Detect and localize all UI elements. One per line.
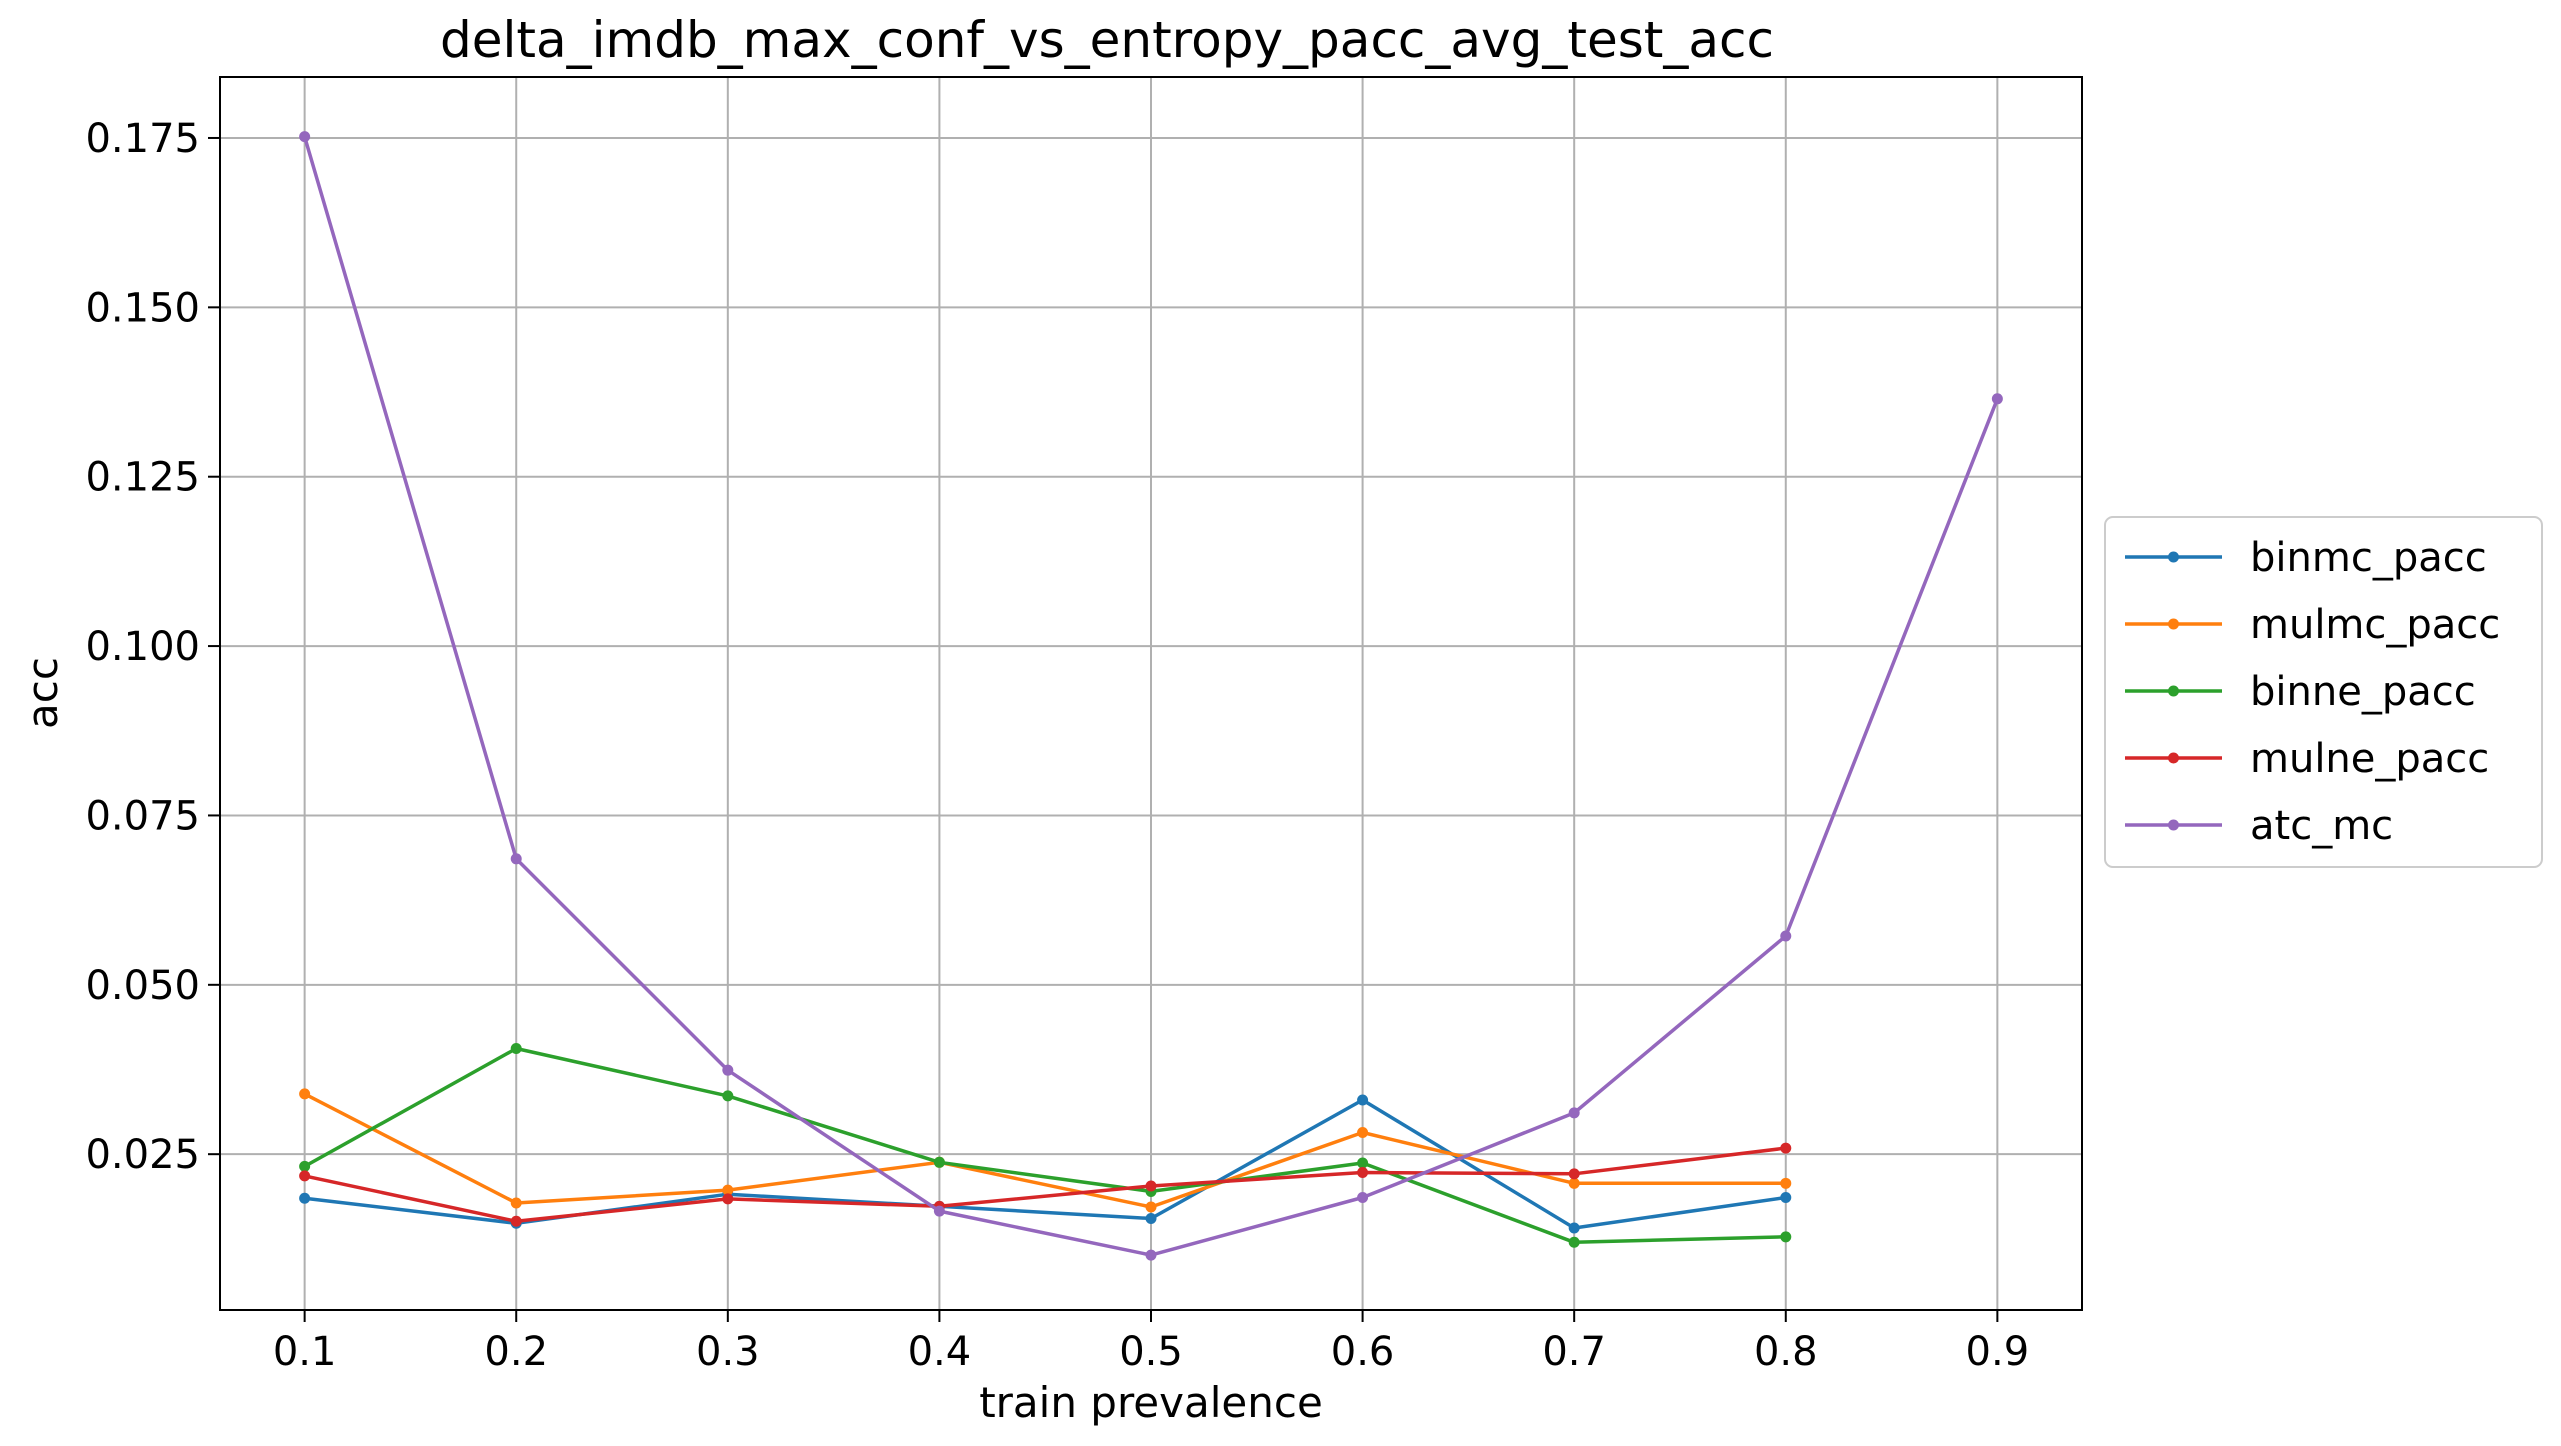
legend-label: binmc_pacc xyxy=(2250,535,2487,581)
data-point-atc_mc xyxy=(1568,1107,1580,1119)
y-tick-label: 0.075 xyxy=(85,793,200,839)
data-point-mulne_pacc xyxy=(722,1193,734,1205)
x-tick-label: 0.3 xyxy=(696,1329,760,1375)
series-line-mulne_pacc xyxy=(304,1146,1787,1224)
data-point-binne_pacc xyxy=(299,1160,311,1172)
series-layer xyxy=(299,131,2003,1261)
data-point-mulne_pacc xyxy=(1145,1180,1157,1192)
data-point-mulmc_pacc xyxy=(1780,1177,1792,1189)
data-point-binmc_pacc xyxy=(1145,1213,1157,1225)
data-point-mulmc_pacc xyxy=(722,1184,734,1196)
series-binne_pacc xyxy=(299,1042,1792,1248)
x-tick-label: 0.8 xyxy=(1754,1329,1818,1375)
legend-label: mulne_pacc xyxy=(2250,736,2489,782)
data-point-atc_mc xyxy=(1780,930,1792,942)
legend-marker xyxy=(2168,618,2179,630)
data-point-mulne_pacc xyxy=(1357,1166,1369,1178)
y-tick-label: 0.025 xyxy=(85,1132,200,1178)
grid xyxy=(220,77,2082,1310)
data-point-atc_mc xyxy=(1145,1249,1157,1261)
data-point-binne_pacc xyxy=(510,1042,522,1054)
chart-title: delta_imdb_max_conf_vs_entropy_pacc_avg_… xyxy=(440,11,1774,69)
data-point-mulne_pacc xyxy=(299,1170,311,1182)
series-atc_mc xyxy=(299,131,2003,1261)
data-point-mulmc_pacc xyxy=(1357,1127,1369,1139)
data-point-mulmc_pacc xyxy=(1568,1177,1580,1189)
data-point-mulne_pacc xyxy=(510,1215,522,1227)
series-mulne_pacc xyxy=(299,1142,1792,1227)
data-point-mulmc_pacc xyxy=(510,1197,522,1209)
y-tick-label: 0.050 xyxy=(85,963,200,1009)
data-point-binmc_pacc xyxy=(1780,1192,1792,1204)
data-point-binne_pacc xyxy=(1780,1231,1792,1243)
ticks: 0.1 0.2 0.3 0.4 0.5 0.6 0.7 0.8 0.9 0.025 0.050 0.0… xyxy=(85,116,2029,1375)
x-axis-label: train prevalence xyxy=(979,1378,1323,1427)
x-tick-label: 0.6 xyxy=(1331,1329,1395,1375)
x-tick-label: 0.9 xyxy=(1966,1329,2030,1375)
data-point-atc_mc xyxy=(722,1064,734,1076)
y-tick-label: 0.150 xyxy=(85,285,200,331)
series-mulmc_pacc xyxy=(299,1088,1792,1213)
data-point-mulne_pacc xyxy=(1780,1142,1792,1154)
data-point-mulmc_pacc xyxy=(1145,1201,1157,1213)
data-point-binne_pacc xyxy=(1568,1236,1580,1248)
data-point-atc_mc xyxy=(933,1205,945,1217)
legend-label: atc_mc xyxy=(2250,803,2393,849)
legend-marker xyxy=(2168,685,2179,697)
x-tick-label: 0.7 xyxy=(1542,1329,1606,1375)
legend-item-mulmc_pacc: mulmc_pacc xyxy=(2125,602,2500,648)
data-point-binmc_pacc xyxy=(299,1192,311,1204)
y-tick-label: 0.125 xyxy=(85,455,200,501)
legend-marker xyxy=(2168,551,2179,563)
data-point-binmc_pacc xyxy=(1568,1222,1580,1234)
data-point-atc_mc xyxy=(510,853,522,865)
series-line-binmc_pacc xyxy=(304,1098,1787,1230)
legend-marker xyxy=(2168,819,2179,831)
data-point-binmc_pacc xyxy=(1357,1094,1369,1106)
x-tick-label: 0.2 xyxy=(484,1329,548,1375)
data-point-mulmc_pacc xyxy=(299,1088,311,1100)
legend-item-atc_mc: atc_mc xyxy=(2125,803,2393,849)
legend-label: mulmc_pacc xyxy=(2250,602,2500,648)
data-point-binne_pacc xyxy=(933,1156,945,1168)
data-point-binne_pacc xyxy=(1357,1157,1369,1169)
series-line-binne_pacc xyxy=(303,1046,1786,1245)
legend: binmc_pacc mulmc_pacc binne_pacc mulne_pacc… xyxy=(2104,516,2543,868)
legend-label: binne_pacc xyxy=(2250,669,2476,715)
legend-box xyxy=(2104,516,2543,868)
data-point-atc_mc xyxy=(1357,1192,1369,1204)
series-line-mulmc_pacc xyxy=(303,1092,1786,1209)
x-tick-label: 0.5 xyxy=(1119,1329,1183,1375)
data-point-atc_mc xyxy=(1991,393,2003,405)
data-point-atc_mc xyxy=(299,131,311,143)
y-tick-label: 0.175 xyxy=(85,116,200,162)
legend-marker xyxy=(2168,752,2179,764)
x-tick-label: 0.4 xyxy=(908,1329,972,1375)
legend-item-mulne_pacc: mulne_pacc xyxy=(2125,736,2489,782)
legend-item-binne_pacc: binne_pacc xyxy=(2125,669,2476,715)
y-axis-label: acc xyxy=(18,657,67,729)
y-tick-label: 0.100 xyxy=(85,624,200,670)
x-tick-label: 0.1 xyxy=(273,1329,337,1375)
data-point-mulne_pacc xyxy=(1568,1168,1580,1180)
data-point-binne_pacc xyxy=(722,1090,734,1102)
legend-item-binmc_pacc: binmc_pacc xyxy=(2125,535,2487,581)
